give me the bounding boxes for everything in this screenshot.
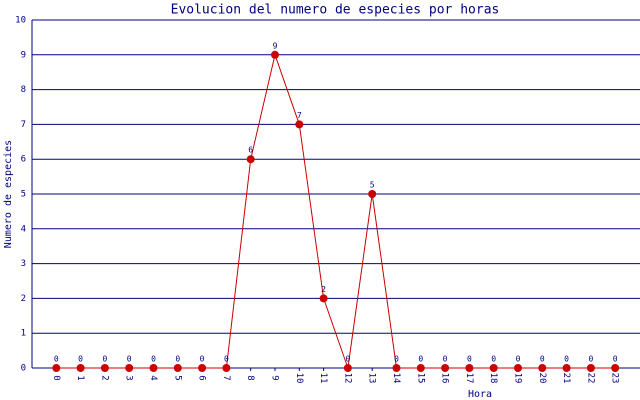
y-tick-label: 9	[21, 50, 26, 60]
y-tick-label: 5	[21, 190, 26, 200]
y-tick-label: 6	[21, 155, 26, 165]
point	[271, 50, 279, 59]
data-label: 0	[613, 355, 618, 364]
data-label: 6	[248, 146, 253, 155]
x-tick-label: 9	[270, 375, 280, 380]
point	[562, 364, 571, 372]
data-label: 0	[540, 355, 545, 364]
data-label: 0	[78, 355, 83, 364]
data-label: 5	[370, 181, 375, 190]
point	[100, 364, 109, 372]
y-axis-title: Numero de especies	[3, 140, 14, 248]
y-tick-label: 4	[21, 224, 26, 234]
point	[538, 364, 547, 372]
data-label: 0	[200, 355, 205, 364]
data-label: 9	[273, 41, 278, 50]
point	[489, 364, 498, 372]
data-label: 0	[127, 355, 132, 364]
data-label: 0	[102, 355, 107, 364]
data-label: 0	[467, 355, 472, 364]
data-label: 0	[54, 355, 59, 364]
point	[514, 364, 522, 372]
y-tick-label: 0	[21, 364, 26, 374]
point	[368, 190, 377, 198]
x-tick-label: 17	[464, 373, 474, 384]
y-tick-label: 1	[21, 329, 26, 339]
point	[149, 364, 158, 372]
x-tick-label: 22	[585, 373, 595, 384]
x-tick-label: 10	[294, 373, 304, 384]
x-tick-label: 3	[124, 375, 134, 380]
x-tick-label: 21	[561, 373, 571, 384]
x-tick-label: 16	[440, 373, 450, 384]
x-tick-label: 12	[342, 373, 352, 384]
point	[416, 364, 425, 372]
point	[125, 364, 134, 372]
data-label: 0	[394, 355, 399, 364]
point	[222, 364, 231, 372]
x-tick-label: 7	[221, 375, 231, 380]
x-tick-label: 18	[488, 373, 498, 384]
point	[319, 294, 328, 303]
y-tick-label: 3	[21, 259, 26, 269]
data-label: 0	[516, 355, 521, 364]
data-label: 0	[491, 355, 496, 364]
data-label: 0	[224, 355, 229, 364]
point	[343, 364, 352, 372]
chart-title: Evolucion del numero de especies por hor…	[171, 3, 500, 18]
x-tick-label: 5	[172, 375, 182, 380]
y-tick-label: 7	[21, 120, 26, 130]
x-tick-label: 6	[197, 375, 207, 380]
data-label: 0	[443, 355, 448, 364]
y-tick-label: 2	[21, 294, 26, 304]
x-tick-label: 0	[51, 375, 61, 380]
y-tick-label: 8	[21, 85, 26, 95]
data-label: 0	[564, 355, 569, 364]
x-tick-label: 8	[245, 375, 255, 380]
x-tick-label: 15	[415, 373, 425, 384]
data-label: 7	[297, 111, 302, 120]
point	[586, 364, 595, 372]
x-tick-label: 2	[99, 375, 109, 380]
x-tick-label: 4	[148, 375, 158, 380]
point	[392, 364, 401, 372]
point	[246, 155, 255, 164]
point	[52, 364, 61, 372]
point	[173, 364, 182, 372]
data-label: 0	[418, 355, 423, 364]
point	[295, 120, 304, 129]
point	[76, 364, 85, 372]
y-tick-label: 10	[15, 16, 26, 26]
data-label: 0	[345, 355, 350, 364]
x-tick-label: 14	[391, 373, 401, 384]
point	[611, 364, 620, 372]
x-axis-title: Hora	[468, 389, 492, 400]
x-tick-label: 1	[75, 375, 85, 380]
point	[441, 364, 450, 372]
x-tick-label: 13	[367, 373, 377, 384]
data-label: 0	[588, 355, 593, 364]
series-line	[56, 53, 616, 369]
data-label: 0	[151, 355, 156, 364]
data-label: 0	[175, 355, 180, 364]
x-tick-label: 20	[537, 373, 547, 384]
x-tick-label: 11	[318, 373, 328, 384]
x-tick-label: 23	[610, 373, 620, 384]
point	[465, 364, 474, 372]
data-label: 2	[321, 285, 326, 294]
point	[198, 364, 207, 372]
x-tick-label: 19	[513, 373, 523, 384]
